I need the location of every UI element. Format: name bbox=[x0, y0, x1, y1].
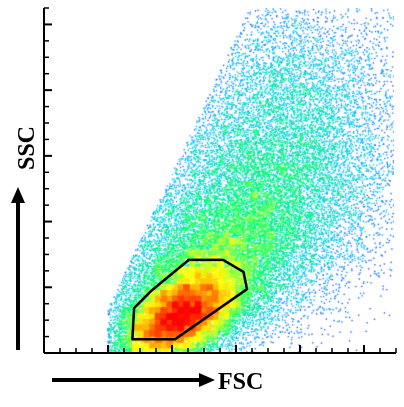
gate-layer bbox=[131, 258, 249, 341]
gate-polygon[interactable] bbox=[131, 258, 249, 341]
y-axis-arrow-head bbox=[11, 187, 25, 203]
x-axis-arrow-head bbox=[199, 373, 215, 387]
y-axis-label: SSC bbox=[14, 126, 40, 170]
plot-area bbox=[52, 8, 394, 353]
density-dots bbox=[52, 8, 394, 353]
ticks bbox=[43, 7, 397, 354]
x-axis-label: FSC bbox=[218, 369, 263, 395]
